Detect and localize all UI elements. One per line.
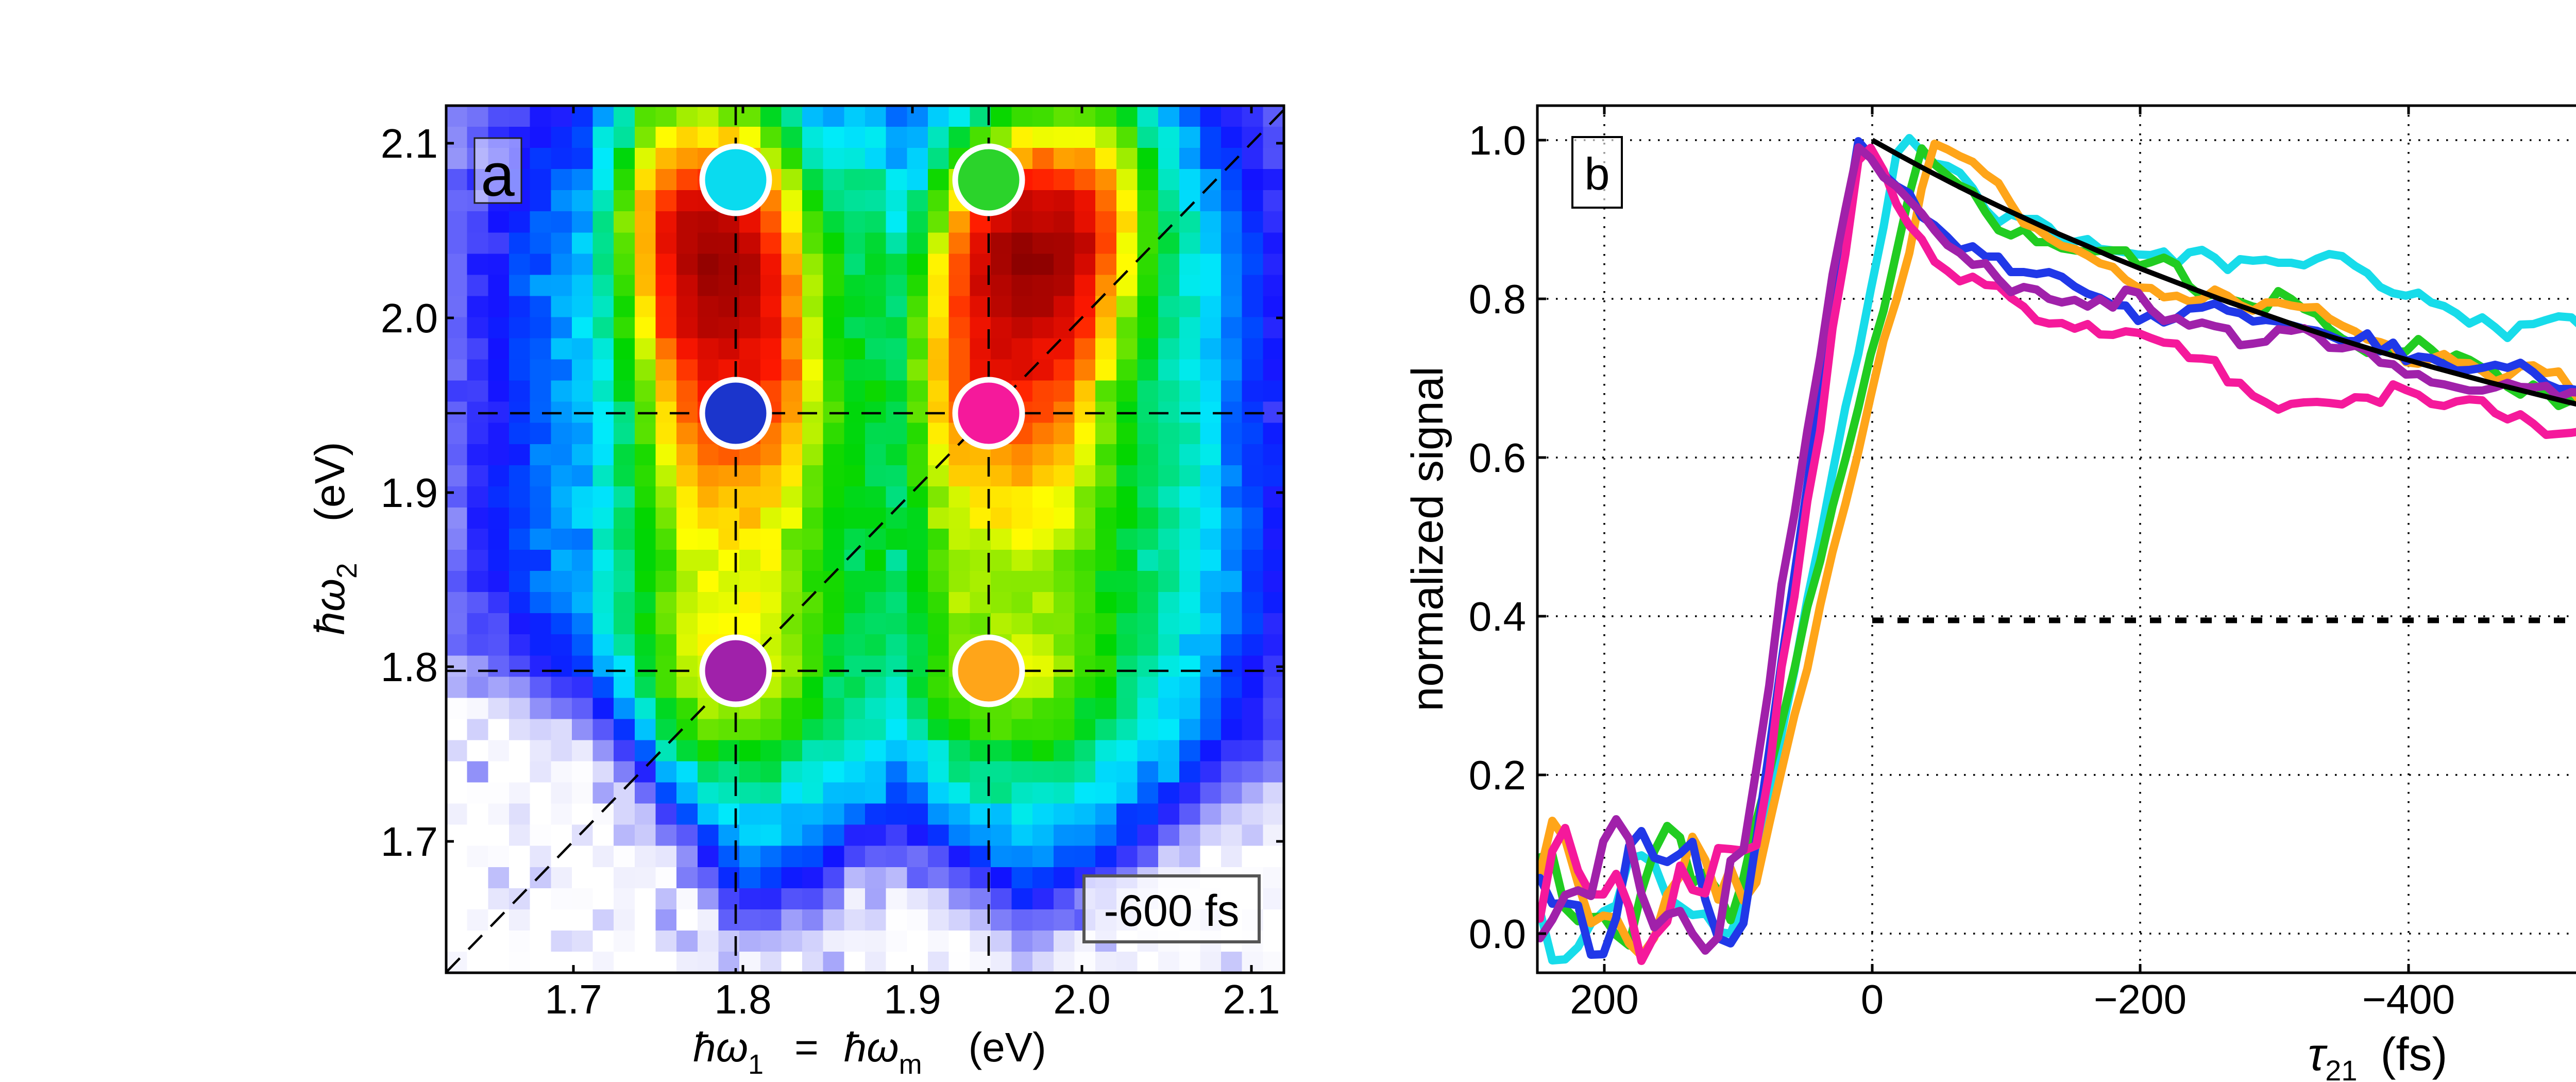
- svg-text:0.4: 0.4: [1469, 594, 1526, 639]
- svg-text:0.6: 0.6: [1469, 435, 1526, 481]
- svg-text:0: 0: [1861, 976, 1884, 1022]
- svg-text:0.8: 0.8: [1469, 276, 1526, 322]
- svg-text:2.1: 2.1: [381, 121, 438, 166]
- svg-text:b: b: [1585, 148, 1610, 199]
- svg-text:2.0: 2.0: [381, 295, 438, 341]
- svg-text:−200: −200: [2094, 976, 2187, 1022]
- svg-text:2.0: 2.0: [1053, 976, 1110, 1022]
- svg-text:1.8: 1.8: [714, 976, 771, 1022]
- svg-text:ħω1=ħωm(eV): ħω1 = ħωm (eV): [693, 1024, 1046, 1080]
- svg-text:1.8: 1.8: [381, 644, 438, 690]
- svg-text:−400: −400: [2362, 976, 2455, 1022]
- svg-text:0.0: 0.0: [1469, 911, 1526, 957]
- svg-text:1.7: 1.7: [545, 976, 602, 1022]
- svg-text:1.9: 1.9: [884, 976, 941, 1022]
- svg-text:200: 200: [1570, 976, 1638, 1022]
- svg-text:normalized signal: normalized signal: [1403, 366, 1452, 711]
- svg-text:1.0: 1.0: [1469, 117, 1526, 163]
- svg-text:τ21 (fs): τ21 (fs): [2308, 1029, 2448, 1082]
- svg-text:-600 fs: -600 fs: [1104, 886, 1240, 936]
- svg-text:2.1: 2.1: [1223, 976, 1280, 1022]
- svg-text:0.2: 0.2: [1469, 752, 1526, 798]
- svg-text:a: a: [481, 141, 515, 209]
- svg-text:1.7: 1.7: [381, 819, 438, 865]
- svg-text:ħω2(eV): ħω2(eV): [307, 442, 363, 635]
- svg-text:1.9: 1.9: [381, 470, 438, 516]
